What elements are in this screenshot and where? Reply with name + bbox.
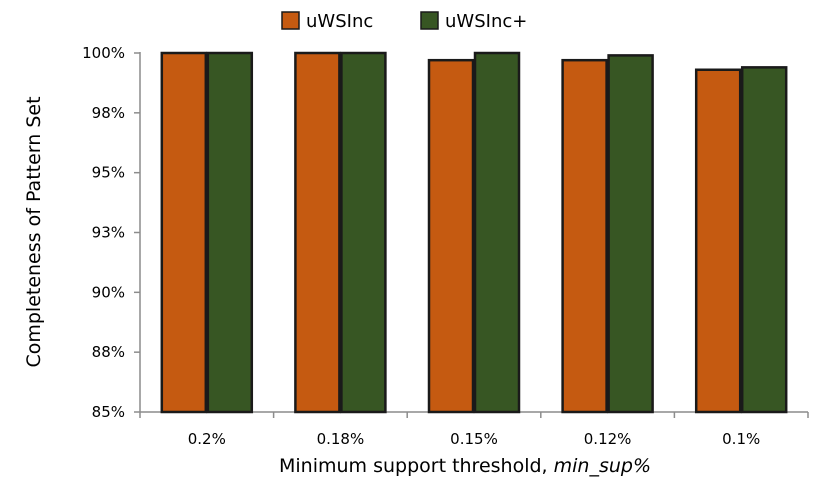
y-tick-label: 95% — [92, 164, 125, 182]
bar-uwsinc — [427, 58, 475, 414]
x-tick-label: 0.2% — [188, 430, 226, 448]
x-axis-title: Minimum support threshold, min_sup% — [279, 455, 651, 477]
legend: uWSInc uWSInc+ — [281, 11, 527, 32]
legend-swatch-uwsinc-plus — [420, 11, 439, 30]
bar-uwsinc — [294, 51, 341, 414]
bar-uwsinc-plus — [607, 54, 654, 414]
legend-swatch-uwsinc — [281, 11, 300, 30]
x-tick-label: 0.1% — [722, 430, 760, 448]
bar-uwsinc-plus — [740, 66, 788, 414]
y-axis-title: Completeness of Pattern Set — [23, 96, 45, 367]
x-axis-title-prefix: Minimum support threshold, — [279, 455, 554, 477]
x-axis-title-variable: min_sup% — [554, 455, 651, 477]
plot-area: 85% 88% 90% 93% 95% 98% 100% 0.2% 0.18% 0.15% 0.12… — [82, 44, 809, 448]
x-tick-label: 0.18% — [317, 430, 365, 448]
bar-uwsinc-plus — [340, 51, 387, 414]
y-tick-label: 93% — [92, 224, 125, 242]
y-tick-label: 98% — [92, 104, 125, 122]
bar-uwsinc — [694, 68, 742, 414]
bar-uwsinc — [561, 58, 608, 414]
bar-uwsinc-plus — [473, 51, 521, 414]
x-tick-label: 0.12% — [584, 430, 632, 448]
legend-label-uwsinc: uWSInc — [306, 11, 373, 32]
x-tick-label: 0.15% — [450, 430, 498, 448]
bar-uwsinc-plus — [206, 51, 254, 414]
y-tick-label: 90% — [92, 283, 125, 301]
legend-label-uwsinc-plus: uWSInc+ — [445, 11, 527, 32]
bar-uwsinc — [160, 51, 208, 414]
y-tick-label: 100% — [82, 44, 125, 62]
y-tick-label: 88% — [92, 343, 125, 361]
y-tick-label: 85% — [92, 403, 125, 421]
